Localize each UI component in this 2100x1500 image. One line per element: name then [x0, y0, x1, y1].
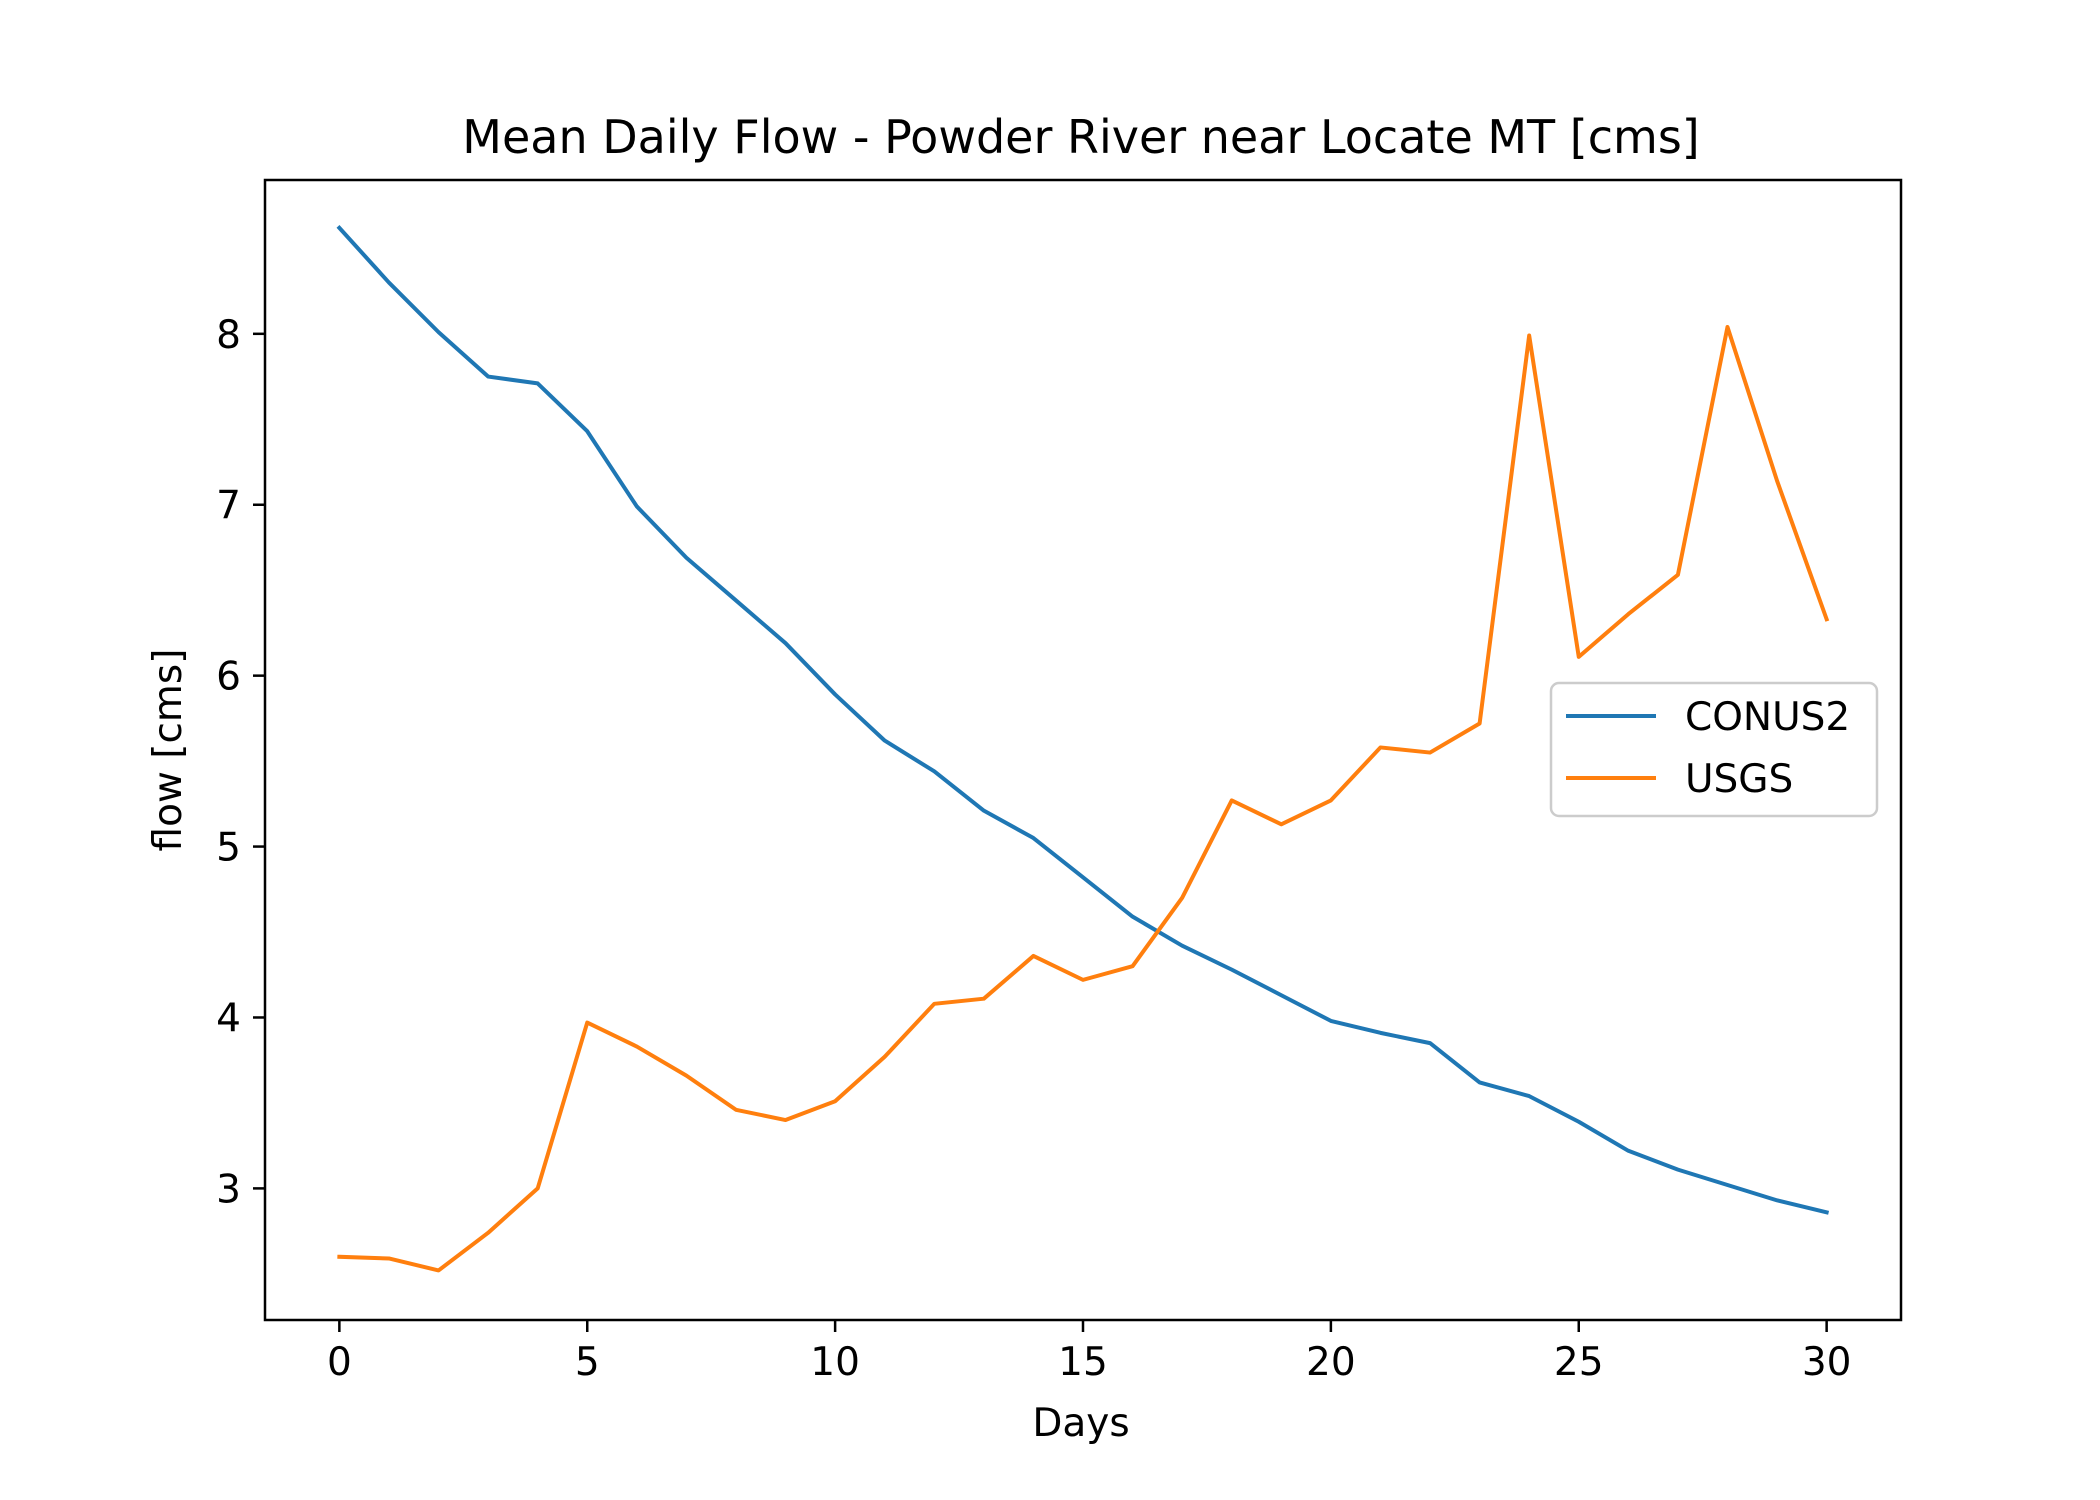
y-tick-label: 7: [216, 484, 241, 529]
y-tick-label: 6: [216, 655, 241, 700]
x-tick-label: 30: [1802, 1340, 1852, 1385]
y-tick-label: 4: [216, 996, 241, 1041]
x-axis-label: Days: [1032, 1401, 1129, 1446]
series-line-conus2: [336, 225, 1830, 1215]
legend-label-usgs: USGS: [1685, 757, 1793, 802]
chart-title: Mean Daily Flow - Powder River near Loca…: [462, 110, 1699, 164]
y-axis-label: flow [cms]: [146, 649, 191, 852]
y-tick-label: 8: [216, 313, 241, 358]
legend-label-conus2: CONUS2: [1685, 695, 1850, 740]
x-tick-label: 0: [327, 1340, 352, 1385]
x-axis: 0 5 10 15 20 25 30: [327, 1320, 1852, 1385]
y-axis: 3 4 5 6 7 8: [216, 313, 265, 1212]
x-tick-label: 25: [1554, 1340, 1604, 1385]
series-line-usgs: [337, 324, 1830, 1273]
series-layer: [336, 225, 1830, 1273]
x-tick-label: 5: [575, 1340, 600, 1385]
x-tick-label: 20: [1306, 1340, 1356, 1385]
legend: CONUS2 USGS: [1549, 681, 1879, 818]
y-tick-label: 5: [216, 826, 241, 871]
x-tick-label: 15: [1058, 1340, 1108, 1385]
y-tick-label: 3: [216, 1167, 241, 1212]
x-tick-label: 10: [810, 1340, 860, 1385]
